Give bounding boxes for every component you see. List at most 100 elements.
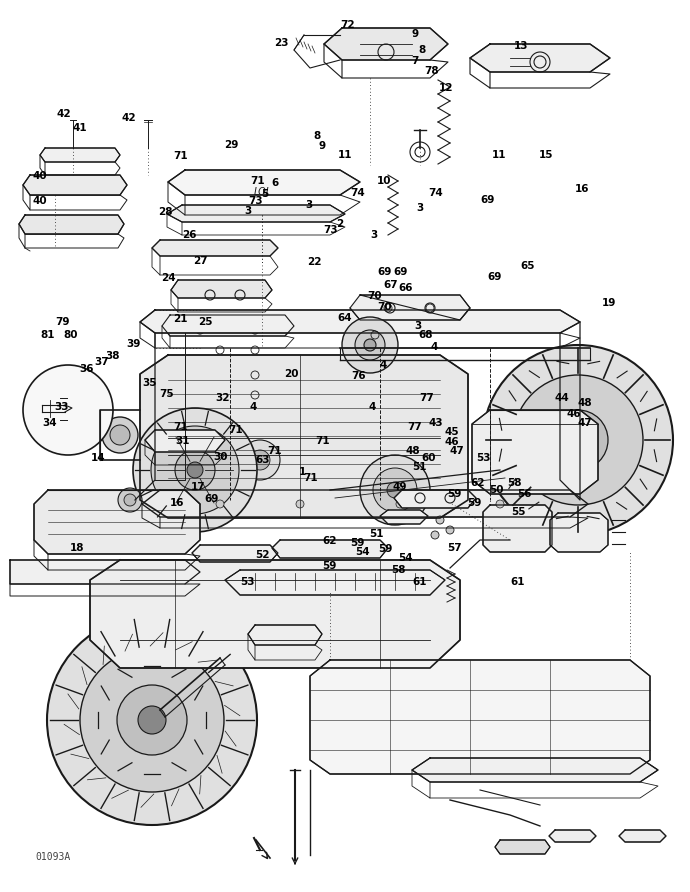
Text: 45: 45 [444,426,460,437]
Text: 23: 23 [274,37,289,48]
Text: 9: 9 [411,29,418,39]
Polygon shape [10,560,200,584]
Circle shape [548,410,608,470]
Text: 60: 60 [421,453,436,464]
Circle shape [175,450,215,490]
Text: 33: 33 [54,401,69,412]
Text: 59: 59 [323,560,337,571]
Text: 58: 58 [506,478,522,489]
Text: 6: 6 [271,178,278,188]
Text: 52: 52 [255,549,270,560]
Circle shape [387,482,403,498]
Text: 47: 47 [577,417,592,428]
Polygon shape [248,625,322,645]
Circle shape [110,425,130,445]
Text: 48: 48 [577,398,592,409]
Text: 7: 7 [411,55,418,66]
Text: 25: 25 [198,317,213,327]
Text: 4: 4 [431,342,437,352]
Text: 70: 70 [377,301,393,312]
Polygon shape [162,315,294,336]
Polygon shape [472,410,598,494]
Text: 3: 3 [371,230,377,241]
Text: 69: 69 [488,271,502,282]
Text: 43: 43 [428,417,444,428]
Text: 71: 71 [228,425,244,435]
Text: 51: 51 [412,462,427,473]
Text: 59: 59 [447,489,461,500]
Text: 56: 56 [517,489,532,500]
Text: 57: 57 [446,542,462,553]
Text: 64: 64 [337,312,352,323]
Text: 22: 22 [307,257,322,268]
Text: 26: 26 [182,230,197,241]
Text: 36: 36 [79,364,95,375]
Text: 48: 48 [405,446,420,457]
Text: 59: 59 [351,538,364,549]
Text: 42: 42 [121,112,136,123]
Circle shape [446,526,454,534]
Circle shape [80,648,224,792]
Text: 40: 40 [32,170,47,181]
Text: 63: 63 [255,455,270,466]
Text: 17: 17 [190,482,206,492]
Text: 28: 28 [158,207,173,218]
Polygon shape [19,215,124,234]
Text: 24: 24 [161,273,176,284]
Text: 34: 34 [42,417,57,428]
Text: 75: 75 [159,389,175,400]
Text: 55: 55 [511,507,526,517]
Text: 11: 11 [337,150,353,161]
Circle shape [342,317,398,373]
Circle shape [396,500,404,508]
Text: 01093A: 01093A [35,852,70,862]
Text: 1: 1 [299,467,306,477]
Text: 47: 47 [449,446,464,457]
Text: 4: 4 [250,401,257,412]
Circle shape [373,468,417,512]
Text: 71: 71 [173,422,188,433]
Text: 50: 50 [489,484,504,495]
Text: 35: 35 [142,377,157,388]
Text: 80: 80 [63,330,78,341]
Polygon shape [152,240,278,256]
Polygon shape [380,510,428,524]
Text: 12: 12 [438,83,453,94]
Polygon shape [168,170,360,195]
Text: 69: 69 [378,267,392,277]
Text: 2: 2 [336,219,343,229]
Text: 4: 4 [380,359,387,370]
Text: 39: 39 [126,339,140,350]
Text: 31: 31 [175,435,190,446]
Polygon shape [142,490,588,517]
Text: 46: 46 [566,409,581,419]
Polygon shape [167,205,345,222]
Text: 66: 66 [398,283,413,293]
Circle shape [250,450,270,470]
Text: 16: 16 [170,498,185,508]
Circle shape [216,500,224,508]
Text: 38: 38 [105,351,120,361]
Circle shape [133,408,257,532]
Text: 37: 37 [95,357,110,368]
Circle shape [151,426,239,514]
Text: 74: 74 [350,187,365,198]
Text: 74: 74 [428,187,443,198]
Circle shape [496,500,504,508]
Polygon shape [140,310,580,333]
Text: 19: 19 [602,298,615,309]
Text: 46: 46 [444,437,460,448]
Text: 51: 51 [369,529,384,540]
Text: 69: 69 [205,493,219,504]
Text: 71: 71 [315,435,331,446]
Text: 71: 71 [303,473,318,483]
Text: 40: 40 [32,195,47,206]
Text: 76: 76 [351,371,366,382]
Circle shape [187,462,203,478]
Circle shape [124,494,136,506]
Text: 59: 59 [468,498,482,508]
Text: 16: 16 [574,184,589,194]
Polygon shape [34,490,200,554]
Circle shape [566,428,590,452]
Polygon shape [171,280,272,298]
